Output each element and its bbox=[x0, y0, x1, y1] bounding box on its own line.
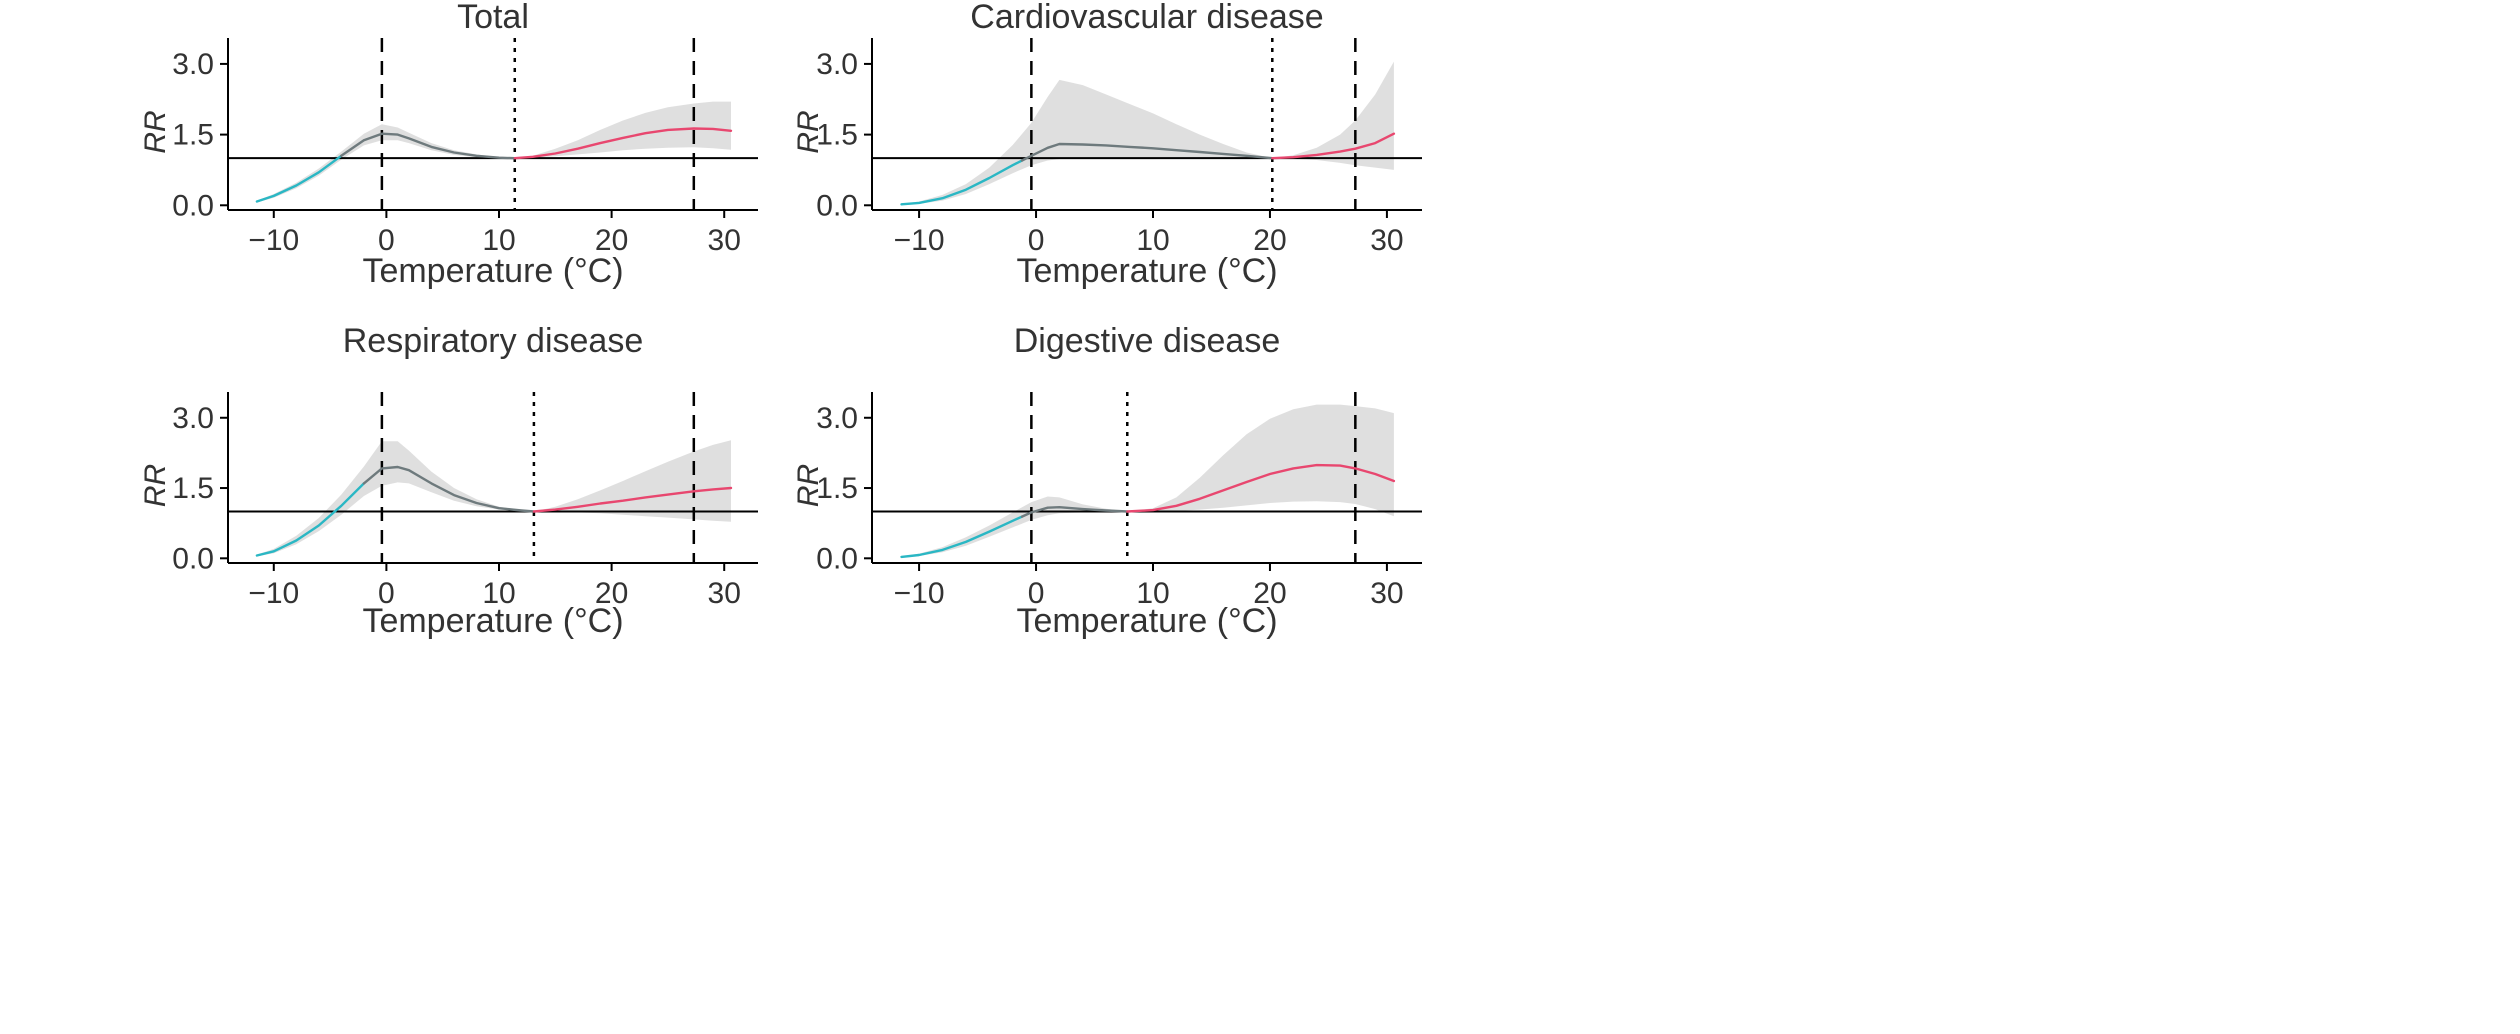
y-axis-label: RR bbox=[792, 110, 825, 153]
x-tick-label: 10 bbox=[1136, 577, 1169, 610]
curve-hot-segment bbox=[513, 127, 733, 160]
curve-neutral-segment bbox=[362, 465, 536, 513]
panel-3: 0.0 1.5 3.0 −10 0 10 20 30 Digestive disease Temp… bbox=[792, 322, 1422, 640]
x-tick-label: −10 bbox=[248, 224, 299, 257]
x-tick-label: 10 bbox=[482, 577, 515, 610]
x-tick-label: 30 bbox=[708, 577, 741, 610]
curve-hot-segment bbox=[1271, 132, 1396, 160]
x-tick-label: 10 bbox=[1136, 224, 1169, 257]
x-axis-label: Temperature (°C) bbox=[1016, 252, 1277, 290]
x-axis-label: Temperature (°C) bbox=[362, 602, 623, 640]
panel-title: Cardiovascular disease bbox=[970, 0, 1323, 36]
x-tick-label: 20 bbox=[1253, 224, 1286, 257]
curve-neutral-segment bbox=[1020, 506, 1129, 518]
curve-neutral-segment bbox=[1020, 142, 1274, 162]
y-tick-label: 1.5 bbox=[172, 119, 214, 152]
x-tick-label: 20 bbox=[1253, 577, 1286, 610]
confidence-band bbox=[256, 101, 731, 203]
panel-0: 0.0 1.5 3.0 −10 0 10 20 30 Total Temperature (°C)… bbox=[139, 0, 758, 290]
y-axis-label: RR bbox=[792, 464, 825, 507]
panel-title: Respiratory disease bbox=[343, 322, 643, 360]
panel-title: Total bbox=[457, 0, 529, 36]
y-tick-label: 1.5 bbox=[172, 472, 214, 505]
curve-neutral-segment bbox=[340, 132, 516, 160]
y-tick-label: 0.0 bbox=[172, 189, 214, 222]
confidence-band bbox=[901, 404, 1394, 558]
confidence-band bbox=[256, 440, 731, 557]
curve-hot-segment bbox=[532, 486, 733, 513]
x-tick-label: 0 bbox=[1028, 224, 1045, 257]
curve-hot-segment bbox=[1126, 463, 1396, 513]
x-tick-label: 0 bbox=[378, 577, 395, 610]
x-tick-label: 20 bbox=[595, 577, 628, 610]
panel-title: Digestive disease bbox=[1014, 322, 1280, 360]
x-tick-label: 30 bbox=[1370, 224, 1403, 257]
x-tick-label: 0 bbox=[1028, 577, 1045, 610]
y-tick-label: 0.0 bbox=[816, 189, 858, 222]
curve-cold-segment bbox=[255, 482, 366, 557]
y-tick-label: 3.0 bbox=[816, 402, 858, 435]
x-tick-label: −10 bbox=[894, 224, 945, 257]
x-tick-label: 30 bbox=[1370, 577, 1403, 610]
y-tick-label: 0.0 bbox=[172, 542, 214, 575]
x-tick-label: 0 bbox=[378, 224, 395, 257]
x-tick-label: 20 bbox=[595, 224, 628, 257]
x-axis-label: Temperature (°C) bbox=[1016, 602, 1277, 640]
y-tick-label: 3.0 bbox=[172, 48, 214, 81]
x-tick-label: 30 bbox=[708, 224, 741, 257]
y-tick-label: 1.5 bbox=[816, 472, 858, 505]
x-axis-label: Temperature (°C) bbox=[362, 252, 623, 290]
curve-cold-segment bbox=[900, 159, 1024, 206]
y-axis-label: RR bbox=[139, 110, 172, 153]
panel-1: 0.0 1.5 3.0 −10 0 10 20 30 Cardiovascular diseas… bbox=[792, 0, 1422, 290]
x-tick-label: −10 bbox=[894, 577, 945, 610]
y-tick-label: 1.5 bbox=[816, 119, 858, 152]
panel-2: 0.0 1.5 3.0 −10 0 10 20 30 Respiratory disease Te… bbox=[139, 322, 758, 640]
curve-cold-segment bbox=[900, 515, 1024, 559]
y-tick-label: 0.0 bbox=[816, 542, 858, 575]
y-tick-label: 3.0 bbox=[172, 402, 214, 435]
x-tick-label: −10 bbox=[248, 577, 299, 610]
y-axis-label: RR bbox=[139, 464, 172, 507]
confidence-band bbox=[901, 61, 1394, 205]
x-tick-label: 10 bbox=[482, 224, 515, 257]
curve-cold-segment bbox=[255, 154, 343, 203]
y-tick-label: 3.0 bbox=[816, 48, 858, 81]
